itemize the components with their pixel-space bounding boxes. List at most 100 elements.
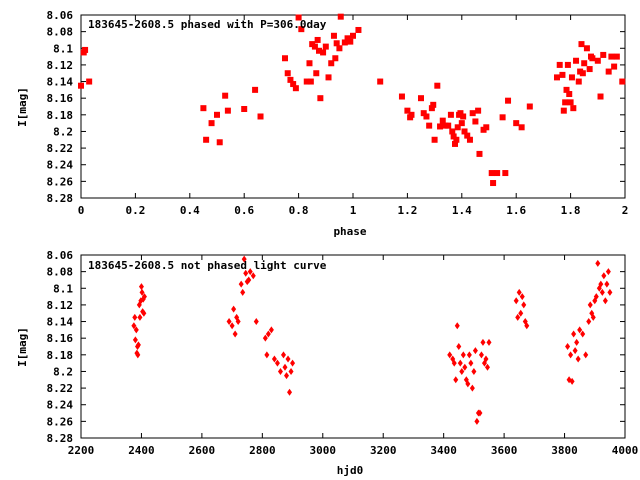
- phased-x-tick-label: 2: [622, 204, 629, 217]
- phased-data-point: [476, 150, 483, 157]
- phased-data-point: [313, 70, 320, 77]
- unphased-data-point: [274, 359, 280, 367]
- unphased-y-tick-label: 8.26: [47, 415, 74, 428]
- unphased-data-point: [483, 355, 489, 363]
- unphased-y-tick-label: 8.22: [47, 382, 74, 395]
- unphased-chart-title: 183645-2608.5 not phased light curve: [88, 259, 327, 272]
- phased-data-point: [570, 105, 577, 112]
- unphased-y-tick-label: 8.2: [53, 365, 73, 378]
- phased-y-tick-label: 8.14: [47, 76, 74, 89]
- unphased-data-point: [474, 417, 480, 425]
- phased-data-point: [78, 82, 84, 89]
- phased-data-point: [460, 113, 467, 120]
- unphased-data-point: [484, 363, 490, 371]
- unphased-data-point: [139, 288, 145, 296]
- unphased-data-point: [515, 313, 521, 321]
- phased-data-point: [466, 136, 473, 143]
- phased-data-point: [82, 46, 89, 53]
- phased-data-point: [430, 101, 437, 108]
- unphased-data-point: [288, 367, 294, 375]
- unphased-data-point: [605, 268, 611, 276]
- unphased-data-point: [246, 276, 252, 284]
- unphased-data-point: [451, 359, 457, 367]
- phased-x-tick-label: 0.4: [180, 204, 200, 217]
- phased-data-point: [325, 74, 332, 81]
- phased-x-tick-label: 1: [350, 204, 357, 217]
- phased-data-point: [526, 103, 533, 110]
- phased-data-point: [347, 38, 354, 45]
- phased-data-point: [252, 86, 259, 93]
- phased-data-point: [317, 95, 324, 102]
- phased-data-point: [336, 45, 343, 52]
- phased-data-point: [447, 111, 454, 118]
- phased-data-point: [292, 85, 299, 92]
- phased-data-point: [578, 41, 585, 48]
- phased-data-point: [450, 133, 457, 140]
- phased-data-point: [502, 170, 509, 177]
- phased-data-point: [563, 86, 570, 93]
- phased-data-point: [573, 57, 580, 64]
- unphased-x-tick-label: 3800: [551, 444, 578, 457]
- phased-data-point: [505, 97, 512, 104]
- unphased-data-point: [232, 330, 238, 338]
- unphased-data-point: [453, 376, 459, 384]
- unphased-data-point: [599, 288, 605, 296]
- phased-data-point: [355, 26, 362, 33]
- phased-data-point: [559, 71, 566, 78]
- unphased-data-point: [465, 380, 471, 388]
- phased-data-point: [454, 124, 461, 131]
- phased-data-point: [423, 113, 430, 120]
- unphased-x-tick-label: 3200: [370, 444, 397, 457]
- phased-data-point: [469, 110, 476, 117]
- phased-data-point: [568, 74, 575, 81]
- unphased-data-point: [131, 322, 137, 330]
- unphased-data-point: [607, 288, 613, 296]
- phased-y-tick-label: 8.26: [47, 175, 74, 188]
- unphased-data-point: [469, 384, 475, 392]
- phased-data-point: [589, 55, 596, 62]
- phased-data-point: [377, 78, 384, 85]
- phased-y-tick-label: 8.24: [47, 159, 74, 172]
- phased-data-point: [608, 53, 615, 60]
- unphased-y-axis-label: I[mag]: [16, 327, 29, 367]
- phased-y-tick-label: 8.08: [47, 26, 74, 39]
- phased-data-point: [613, 53, 620, 60]
- phased-y-tick-label: 8.22: [47, 142, 74, 155]
- unphased-data-point: [250, 272, 256, 280]
- unphased-y-tick-label: 8.12: [47, 299, 74, 312]
- unphased-data-point: [575, 355, 581, 363]
- phased-data-point: [316, 47, 322, 54]
- phased-data-point: [216, 139, 223, 146]
- phased-data-point: [420, 110, 427, 117]
- unphased-y-tick-label: 8.06: [47, 249, 74, 262]
- phased-data-point: [333, 40, 340, 47]
- unphased-data-point: [513, 297, 519, 305]
- unphased-data-point: [457, 359, 463, 367]
- phased-y-tick-labels: 8.06 8.08 8.1 8.12 8.14 8.16 8.18 8.2 8.22 8.24 8.…: [47, 9, 74, 205]
- phased-data-point: [282, 55, 288, 62]
- unphased-data-point: [268, 326, 274, 334]
- unphased-data-point: [572, 347, 578, 355]
- phased-data-point: [314, 36, 321, 43]
- unphased-y-tick-label: 8.24: [47, 399, 74, 412]
- phased-x-tick-label: 1.6: [506, 204, 526, 217]
- phased-data-point: [426, 122, 433, 129]
- unphased-data-point: [519, 293, 525, 301]
- unphased-y-tick-label: 8.18: [47, 349, 74, 362]
- unphased-data-point: [241, 255, 247, 263]
- unphased-data-point: [287, 388, 293, 396]
- unphased-data-point: [524, 322, 530, 330]
- phased-data-point: [298, 26, 305, 33]
- phased-data-point: [203, 136, 210, 143]
- phased-data-point: [499, 114, 506, 121]
- phased-data-point: [560, 107, 567, 114]
- unphased-x-tick-label: 3000: [310, 444, 337, 457]
- unphased-data-point: [574, 338, 580, 346]
- phased-data-point: [490, 180, 497, 187]
- phased-y-tick-label: 8.18: [47, 109, 74, 122]
- unphased-data-point: [284, 372, 290, 380]
- phased-data-point: [222, 92, 229, 99]
- unphased-data-point: [282, 363, 288, 371]
- phased-data-point: [418, 95, 424, 102]
